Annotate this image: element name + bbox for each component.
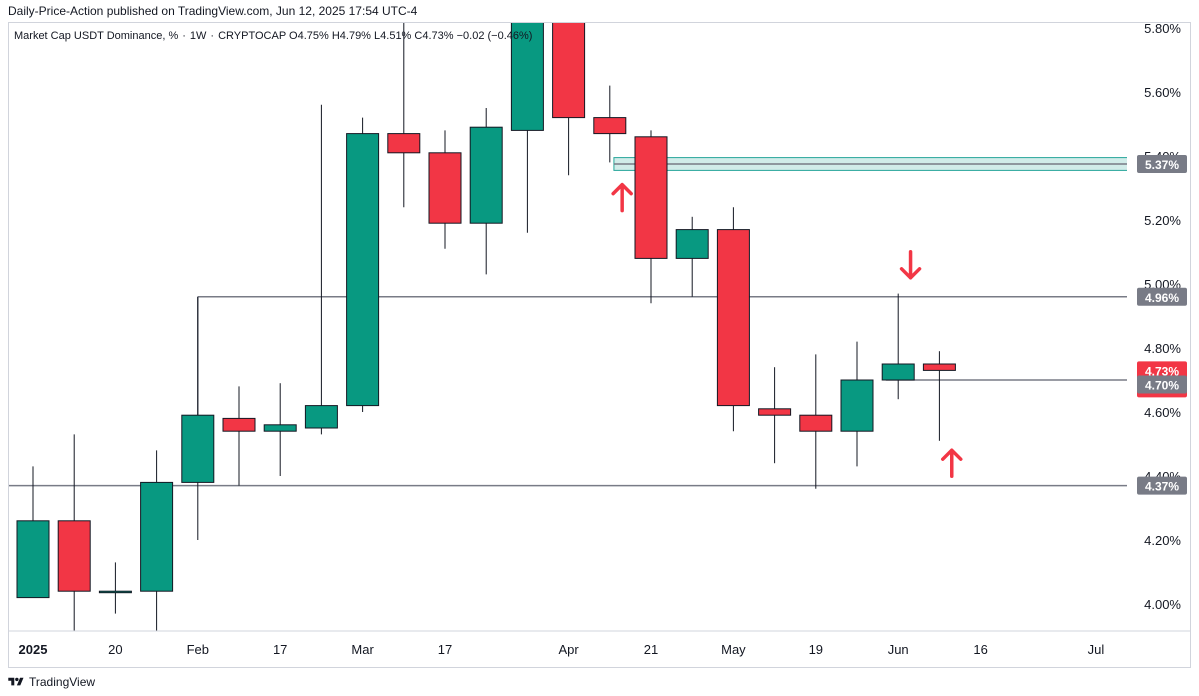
legend-close: C4.73% (414, 30, 454, 42)
candle-body (263, 424, 297, 432)
x-tick-label: 16 (973, 642, 987, 657)
candle-body (552, 23, 586, 119)
x-tick-label: 17 (438, 642, 452, 657)
footer-brand-label: TradingView (29, 675, 96, 689)
level-price-tag (1137, 476, 1187, 495)
candle-body (346, 133, 380, 407)
candle-body (634, 136, 668, 259)
zone-price-tag (1137, 155, 1187, 173)
candle-body (593, 117, 627, 135)
level-price-tag (1137, 287, 1187, 306)
legend-interval: 1W (189, 30, 207, 42)
x-tick-label: 20 (108, 642, 122, 657)
legend-high: H4.79% (331, 30, 371, 42)
x-tick-label: Feb (187, 642, 209, 657)
legend-symbol[interactable]: Market Cap USDT Dominance, % (14, 30, 179, 42)
zone-price-tag-label: 5.37% (1145, 158, 1179, 172)
plot-area (9, 23, 1127, 631)
candle-body (16, 520, 50, 599)
y-tick-label: 4.20% (1144, 533, 1181, 548)
y-tick-label: 5.60% (1144, 85, 1181, 100)
symbol-legend: Market Cap USDT Dominance, % · 1W · CRYPTOCA… (14, 30, 533, 42)
candle-body (510, 23, 544, 131)
legend-change: −0.02 (−0.46%) (456, 30, 533, 42)
x-tick-label: Mar (351, 642, 374, 657)
candle-body (428, 152, 462, 224)
arrow-up-icon (611, 182, 633, 213)
candle-body (881, 363, 915, 381)
tradingview-logo-icon (8, 677, 24, 686)
candle-body (675, 229, 709, 259)
level-price-tag (1137, 375, 1187, 394)
level-price-tag-label: 4.70% (1145, 378, 1179, 392)
y-tick-label: 4.80% (1144, 341, 1181, 356)
candle-body (840, 379, 874, 432)
footer-brand[interactable]: TradingView (8, 672, 95, 692)
candle-body (181, 414, 215, 483)
x-tick-label: 2025 (19, 642, 48, 657)
x-tick-label: Jul (1088, 642, 1105, 657)
candle-body (469, 126, 503, 224)
candle-body (799, 414, 833, 432)
candle-body (922, 363, 956, 371)
publish-header: Daily-Price-Action published on TradingV… (8, 4, 418, 18)
level-price-tag-label: 4.37% (1145, 480, 1179, 494)
x-tick-label: Jun (888, 642, 909, 657)
x-tick-label: May (721, 642, 746, 657)
candle-body (140, 481, 174, 592)
arrow-down-icon (899, 250, 922, 280)
x-tick-label: 17 (273, 642, 287, 657)
x-tick-label: 21 (644, 642, 658, 657)
current-price-tag-label: 4.73% (1145, 364, 1179, 378)
y-tick-label: 5.80% (1144, 21, 1181, 36)
y-tick-label: 5.20% (1144, 213, 1181, 228)
y-tick-label: 4.60% (1144, 405, 1181, 420)
x-tick-label: Apr (558, 642, 579, 657)
level-price-tag-label: 4.96% (1145, 291, 1179, 305)
chart-frame (8, 22, 1191, 668)
candle-body (387, 133, 421, 154)
legend-low: L4.51% (374, 30, 412, 42)
legend-open: O4.75% (289, 30, 329, 42)
candle-body (716, 229, 750, 407)
arrow-up-icon (941, 448, 963, 478)
x-tick-label: 19 (809, 642, 823, 657)
candle-body (98, 590, 132, 594)
legend-exchange: CRYPTOCAP (218, 30, 286, 42)
candle-body (57, 520, 91, 592)
candle-body (758, 408, 792, 416)
y-tick-label: 4.00% (1144, 597, 1181, 612)
candle-body (222, 417, 256, 432)
candle-body (304, 405, 338, 429)
